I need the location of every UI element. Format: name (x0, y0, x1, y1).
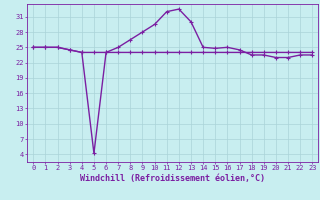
X-axis label: Windchill (Refroidissement éolien,°C): Windchill (Refroidissement éolien,°C) (80, 174, 265, 183)
